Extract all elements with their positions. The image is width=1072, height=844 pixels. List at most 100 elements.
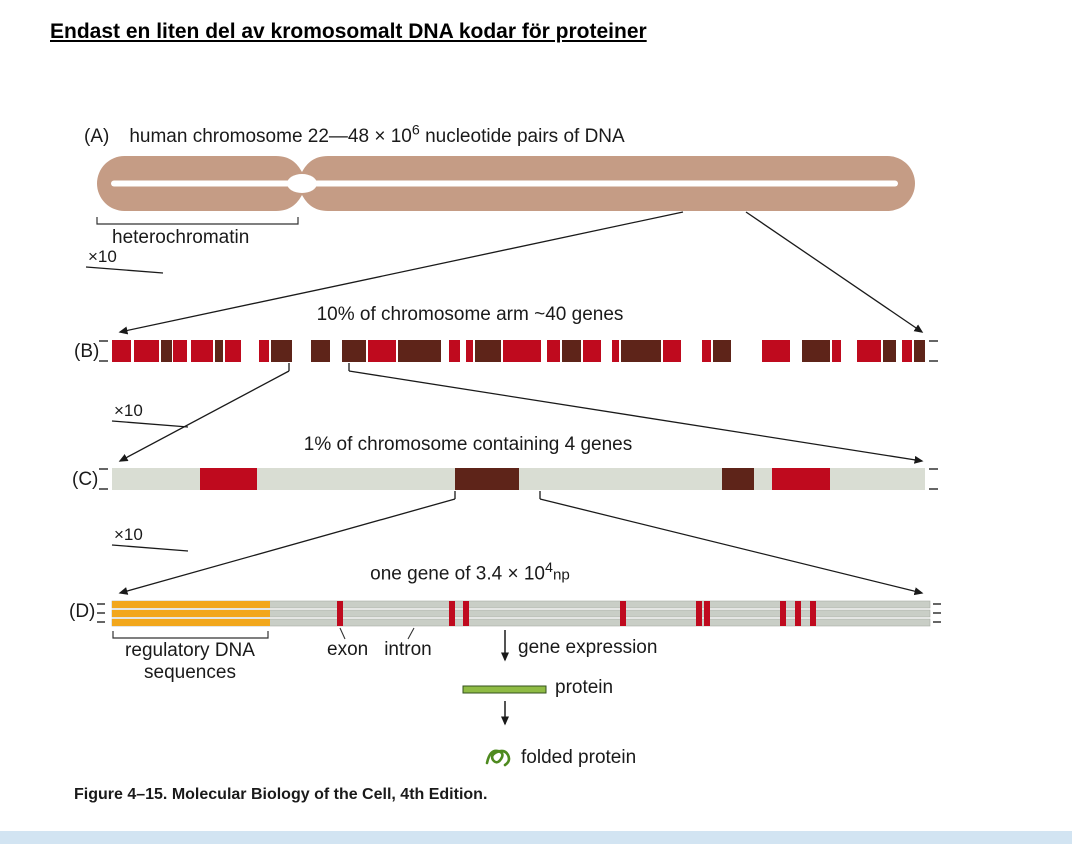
regulatory-dna-region bbox=[112, 601, 270, 626]
chromosome-1pct-genes bbox=[200, 468, 830, 490]
panel-a-heading-text: human chromosome 22—48 × 106 nucleotide … bbox=[129, 123, 625, 148]
segment bbox=[832, 340, 841, 362]
bar-c-region-stubs bbox=[454, 491, 541, 499]
segment bbox=[547, 340, 560, 362]
np-unit: np bbox=[552, 566, 570, 584]
segment bbox=[449, 601, 455, 626]
exon-label: exon bbox=[327, 639, 369, 660]
segment bbox=[463, 601, 469, 626]
chromosome-arm-bar bbox=[112, 340, 925, 362]
slide-title: Endast en liten del av kromosomalt DNA k… bbox=[50, 20, 647, 43]
segment bbox=[311, 340, 330, 362]
exponent: 6 bbox=[411, 123, 420, 139]
exon-intron-label: exon intron bbox=[327, 639, 432, 661]
exponent: 4 bbox=[545, 560, 553, 576]
segment bbox=[173, 340, 187, 362]
segment bbox=[914, 340, 925, 362]
panel-a-label: (A) bbox=[84, 126, 110, 148]
segment bbox=[857, 340, 881, 362]
zoom-line-a-left bbox=[118, 211, 684, 335]
segment bbox=[191, 340, 213, 362]
segment bbox=[455, 468, 519, 490]
segment bbox=[696, 601, 702, 626]
segment bbox=[225, 340, 241, 362]
segment bbox=[368, 340, 396, 362]
segment bbox=[772, 468, 830, 490]
regulatory-bracket bbox=[112, 631, 269, 639]
segment bbox=[449, 340, 460, 362]
segment bbox=[342, 340, 366, 362]
protein-label: protein bbox=[555, 677, 614, 698]
segment bbox=[215, 340, 223, 362]
segment bbox=[112, 619, 270, 626]
zoom-line-b-left bbox=[118, 370, 290, 462]
centromere-gap bbox=[287, 174, 317, 193]
bar-b-continuation-dashes bbox=[99, 340, 938, 362]
panel-c-heading: 1% of chromosome containing 4 genes bbox=[303, 434, 633, 455]
segment bbox=[112, 601, 270, 608]
segment bbox=[134, 340, 159, 362]
segment bbox=[722, 468, 754, 490]
figure-caption: Figure 4–15. Molecular Biology of the Ce… bbox=[74, 786, 488, 803]
segment bbox=[620, 601, 626, 626]
segment bbox=[762, 340, 790, 362]
segment bbox=[259, 340, 269, 362]
segment bbox=[475, 340, 501, 362]
segment bbox=[795, 601, 801, 626]
zoom-b-underline bbox=[111, 420, 189, 428]
intron-label: intron bbox=[384, 639, 432, 660]
segment bbox=[562, 340, 581, 362]
panel-d-heading: one gene of 3.4 × 104np bbox=[370, 560, 570, 585]
segment bbox=[503, 340, 541, 362]
panel-b-heading: 10% of chromosome arm ~40 genes bbox=[316, 304, 624, 325]
zoom-x10-label-c: ×10 bbox=[114, 525, 143, 544]
segment bbox=[663, 340, 681, 362]
segment bbox=[780, 601, 786, 626]
zoom-line-c-right bbox=[539, 498, 924, 596]
exon-intron-leader-lines bbox=[339, 627, 415, 640]
regulatory-dna-label: regulatory DNA sequences bbox=[125, 640, 255, 683]
panel-a-heading: (A) human chromosome 22—48 × 106 nucleoti… bbox=[84, 123, 625, 148]
panel-d-label: (D) bbox=[69, 601, 96, 622]
chromatid-gap bbox=[111, 180, 898, 187]
segment bbox=[802, 340, 830, 362]
segment bbox=[200, 468, 257, 490]
segment bbox=[398, 340, 441, 362]
zoom-line-a-right bbox=[745, 211, 924, 333]
zoom-a-underline bbox=[85, 266, 164, 274]
segment bbox=[713, 340, 731, 362]
folded-protein-label: folded protein bbox=[521, 747, 637, 768]
segment bbox=[112, 340, 131, 362]
zoom-x10-label-a: ×10 bbox=[88, 247, 117, 266]
segment bbox=[466, 340, 473, 362]
heterochromatin-bracket bbox=[96, 217, 299, 225]
protein-bar bbox=[462, 685, 547, 694]
segment bbox=[702, 340, 711, 362]
bar-c-continuation-dashes bbox=[99, 468, 938, 490]
segment bbox=[621, 340, 661, 362]
segment bbox=[337, 601, 343, 626]
zoom-line-b-right bbox=[348, 370, 924, 464]
gene-expression-label: gene expression bbox=[518, 637, 658, 658]
segment bbox=[810, 601, 816, 626]
zoom-c-underline bbox=[111, 544, 189, 552]
segment bbox=[883, 340, 896, 362]
heterochromatin-label: heterochromatin bbox=[112, 227, 250, 248]
bottom-edge-strip bbox=[0, 831, 1072, 844]
bar-b-region-stubs bbox=[288, 363, 350, 371]
exon-marks bbox=[337, 601, 816, 626]
segment bbox=[161, 340, 172, 362]
zoom-line-c-left bbox=[118, 498, 456, 595]
panel-b-label: (B) bbox=[74, 341, 100, 362]
segment bbox=[112, 610, 270, 617]
bar-d-continuation-dashes bbox=[97, 603, 941, 623]
segment bbox=[902, 340, 912, 362]
segment bbox=[612, 340, 619, 362]
panel-c-label: (C) bbox=[72, 469, 99, 490]
zoom-x10-label-b: ×10 bbox=[114, 401, 143, 420]
segment bbox=[704, 601, 710, 626]
folded-protein-icon bbox=[485, 749, 511, 767]
segment bbox=[583, 340, 601, 362]
